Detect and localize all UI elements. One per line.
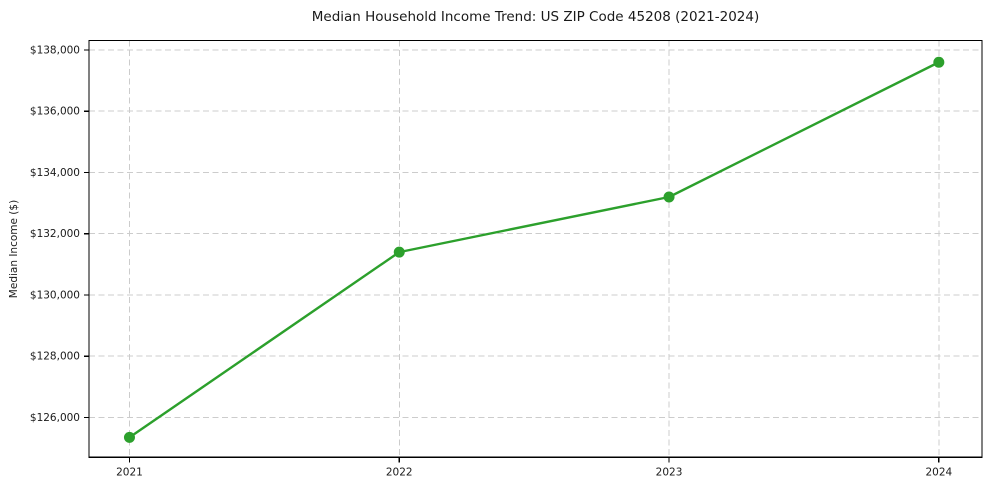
y-tick-label: $128,000 bbox=[30, 351, 80, 363]
data-point-2024 bbox=[933, 56, 945, 68]
y-axis-label: Median Income ($) bbox=[8, 199, 20, 299]
x-tick-label: 2021 bbox=[116, 466, 143, 478]
income-trend-line bbox=[128, 61, 941, 439]
y-tick-label: $132,000 bbox=[30, 228, 80, 240]
y-tick-label: $134,000 bbox=[30, 167, 80, 179]
x-tick-label: 2023 bbox=[656, 466, 683, 478]
plot-frame bbox=[88, 39, 983, 458]
x-tick-label: 2024 bbox=[925, 466, 952, 478]
y-tick-label: $136,000 bbox=[30, 106, 80, 118]
data-point-2023 bbox=[663, 191, 675, 203]
data-point-2021 bbox=[123, 431, 135, 443]
chart-title: Median Household Income Trend: US ZIP Co… bbox=[311, 9, 760, 25]
x-tick-label: 2022 bbox=[386, 466, 413, 478]
data-point-2022 bbox=[393, 246, 405, 258]
y-tick-label: $138,000 bbox=[30, 44, 80, 56]
y-tick-label: $126,000 bbox=[30, 412, 80, 424]
y-tick-label: $130,000 bbox=[30, 289, 80, 301]
